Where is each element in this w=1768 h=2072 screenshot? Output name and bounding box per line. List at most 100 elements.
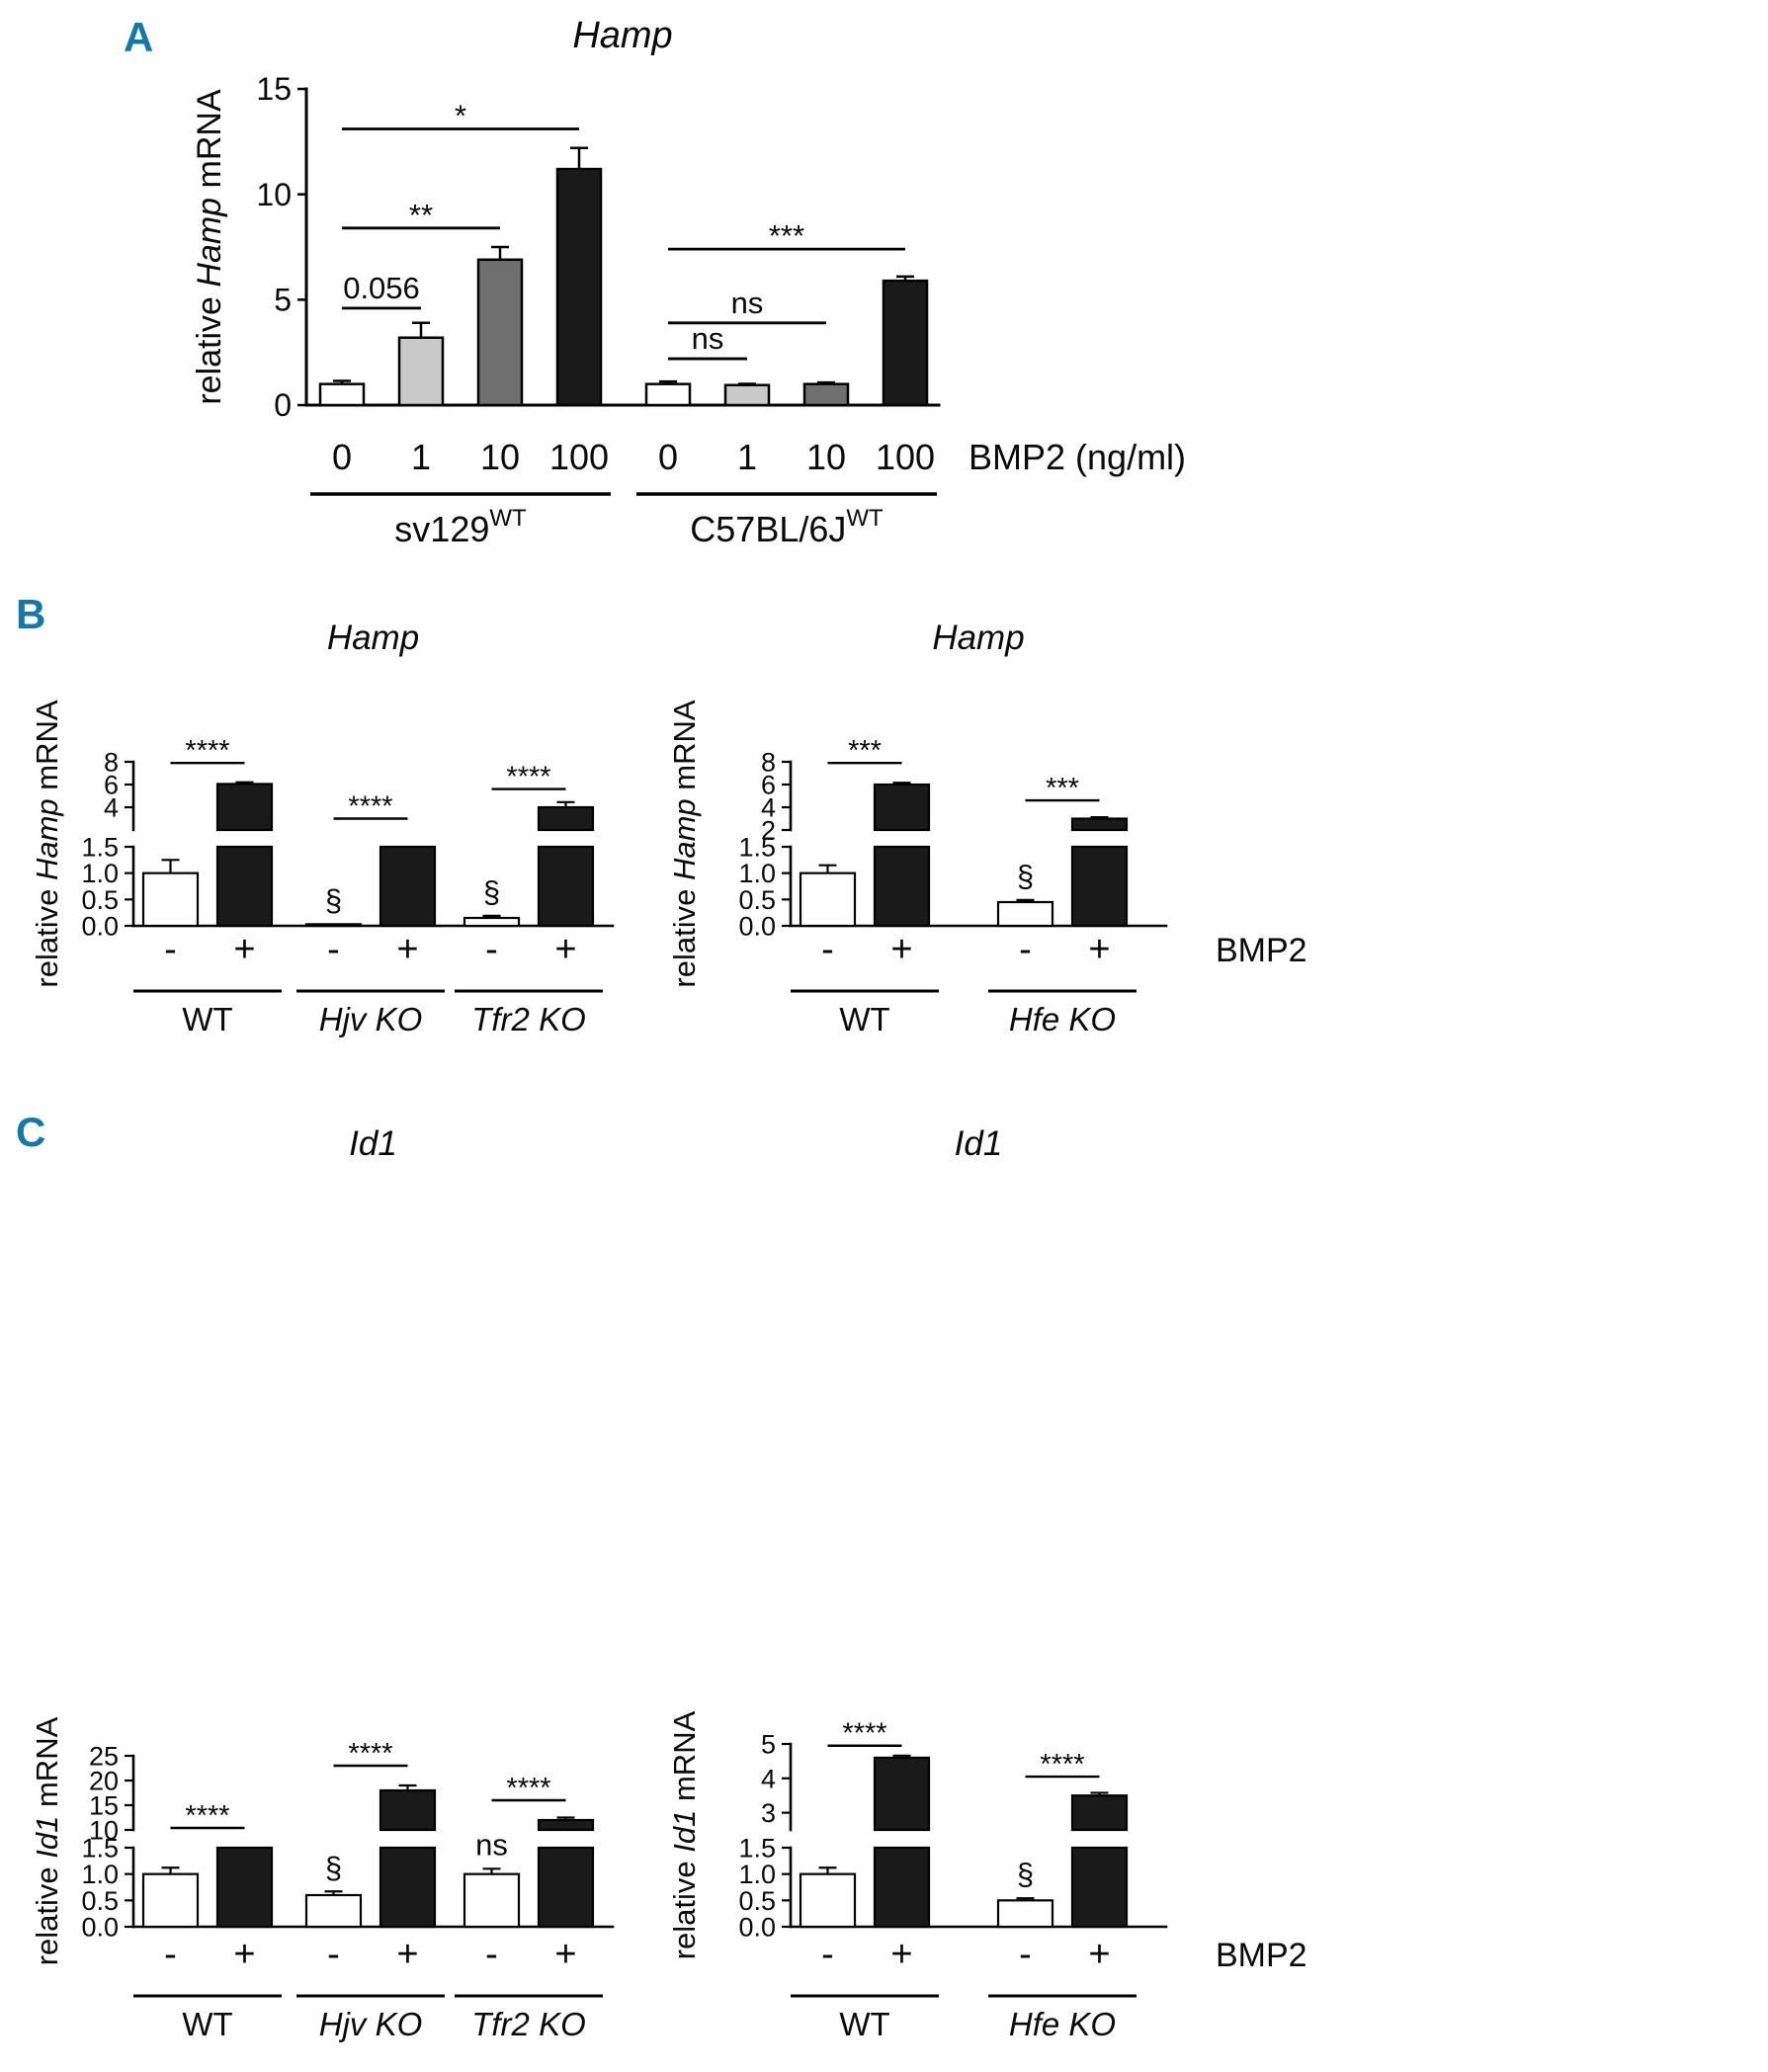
x-tick-label: + — [1088, 929, 1110, 970]
group-label-text: WT — [182, 1001, 232, 1037]
y-axis-label-gene: Hamp — [667, 798, 702, 880]
y-tick-label: 15 — [256, 71, 292, 107]
x-tick-label: 0 — [658, 437, 678, 477]
group-label-text: Tfr2 KO — [471, 1001, 586, 1037]
x-tick-label: - — [327, 1934, 340, 1975]
y-tick-label: 0.5 — [738, 885, 776, 915]
bar-wt-minus — [799, 1872, 857, 1929]
x-tick-label: - — [327, 929, 340, 970]
bar-hfe-ko-plus — [1070, 845, 1129, 928]
annotation-symbol: § — [325, 1850, 342, 1884]
x-tick-label: - — [485, 929, 498, 970]
group-label-wt: WT — [182, 1001, 232, 1037]
y-tick-label: 15 — [89, 1790, 119, 1820]
bar-c57bl6j-100 — [882, 279, 929, 407]
y-tick-label: 0 — [274, 387, 292, 423]
x-tick-label: 100 — [549, 437, 609, 477]
bar-tfr2-ko-plus — [537, 1846, 595, 1929]
significance-label: * — [455, 99, 466, 133]
y-tick-label: 4 — [761, 792, 776, 822]
y-tick-label: 5 — [761, 1729, 776, 1759]
bar-tfr2-ko-plus — [537, 845, 595, 928]
bar-wt-plus — [215, 783, 274, 832]
bar-wt-plus — [873, 845, 931, 928]
x-tick-label: + — [233, 1934, 255, 1975]
y-tick-label: 25 — [89, 1741, 119, 1771]
bar-sv129-10 — [476, 258, 524, 407]
y-tick-label: 5 — [274, 283, 292, 318]
y-tick-label: 0.5 — [81, 1886, 119, 1916]
annotation-symbol: § — [1017, 859, 1034, 893]
x-tick-label: 10 — [806, 437, 846, 477]
group-label-wt: WT — [182, 2006, 232, 2042]
group-label-hjv-ko: Hjv KO — [319, 1001, 423, 1037]
bar-wt-plus — [215, 845, 274, 928]
group-label-text: Tfr2 KO — [471, 2006, 586, 2042]
bar-c57bl6j-1 — [723, 383, 771, 407]
x-tick-label: + — [1088, 1934, 1110, 1975]
significance-label: *** — [769, 218, 804, 253]
x-tick-label: + — [396, 1934, 418, 1975]
group-label-text: Hfe KO — [1009, 1001, 1116, 1037]
bar-sv129-100 — [555, 167, 603, 407]
y-axis-label-pre: relative — [667, 880, 702, 988]
y-axis-label: relative Hamp mRNA — [30, 700, 64, 987]
y-tick-label: 8 — [104, 747, 119, 777]
x-tick-label: + — [233, 929, 255, 970]
bar-hjv-ko-minus — [304, 923, 363, 928]
y-axis-label-pre: relative — [30, 1859, 64, 1966]
significance-label: 0.056 — [343, 271, 420, 305]
significance-label: *** — [1046, 773, 1079, 804]
y-tick-label: 4 — [104, 792, 119, 822]
panel-c-letter: C — [16, 1109, 46, 1155]
y-tick-label: 1.5 — [81, 832, 119, 862]
y-tick-label: 10 — [256, 177, 292, 212]
group-label-text: Hfe KO — [1009, 2006, 1116, 2042]
y-tick-label: 1.0 — [81, 859, 119, 888]
x-tick-label: 1 — [737, 437, 757, 477]
y-axis-label-post: mRNA — [30, 700, 64, 798]
y-axis-label-post: mRNA — [30, 1716, 64, 1815]
bar-tfr2-ko-minus — [463, 1872, 521, 1929]
y-tick-label: 1.0 — [738, 1860, 776, 1889]
y-tick-label: 6 — [761, 770, 776, 799]
x-tick-label: 1 — [411, 437, 431, 477]
bar-sv129-1 — [397, 336, 445, 407]
significance-label: **** — [348, 791, 392, 823]
bar-c57bl6j-0 — [644, 382, 692, 407]
x-tick-label: - — [821, 929, 834, 970]
y-axis-label-pre: relative — [191, 288, 228, 405]
significance-label: **** — [506, 762, 550, 793]
y-tick-label: 0.5 — [81, 885, 119, 915]
bar-hfe-ko-minus — [996, 900, 1054, 928]
bar-hjv-ko-minus — [304, 1893, 363, 1929]
y-tick-label: 1.0 — [81, 1860, 119, 1889]
group-label-text: C57BL/6J — [690, 509, 846, 549]
y-axis-label-gene: Id1 — [667, 1810, 702, 1853]
bar-wt-plus — [873, 1756, 931, 1832]
bar-wt-plus — [873, 1846, 931, 1929]
y-axis-label-pre: relative — [667, 1853, 702, 1960]
y-axis-label-post: mRNA — [667, 700, 702, 798]
group-label-wt: WT — [839, 1001, 889, 1037]
y-tick-label: 1.5 — [738, 832, 776, 862]
x-tick-label: 100 — [876, 437, 935, 477]
y-tick-label: 2 — [761, 815, 776, 845]
y-axis-label: relative Id1 mRNA — [667, 1710, 702, 1959]
bar-wt-minus — [799, 871, 857, 928]
x-tick-label: - — [821, 1934, 834, 1975]
x-tick-label: - — [1019, 929, 1032, 970]
x-tick-label: 0 — [332, 437, 352, 477]
y-tick-label: 6 — [104, 770, 119, 799]
y-axis-label: relative Hamp mRNA — [667, 700, 702, 987]
y-tick-label: 0.5 — [738, 1886, 776, 1916]
y-tick-label: 10 — [89, 1815, 119, 1845]
x-axis-unit-label: BMP2 (ng/ml) — [968, 437, 1186, 477]
significance-label: **** — [842, 1718, 886, 1750]
y-axis-label-gene: Hamp — [191, 198, 228, 288]
bar-sv129-0 — [318, 382, 366, 407]
y-tick-label: 1.5 — [738, 1833, 776, 1863]
